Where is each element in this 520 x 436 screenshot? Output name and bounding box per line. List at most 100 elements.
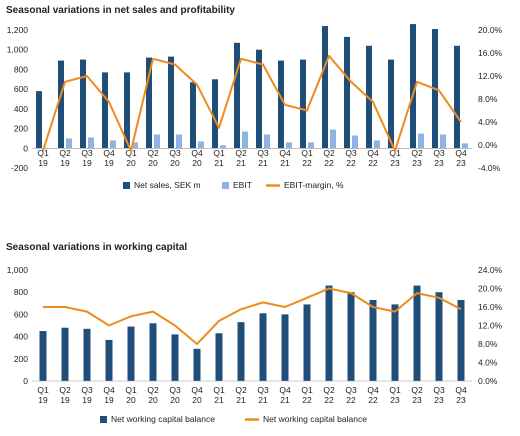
chart-2-x-tick-year: 20 xyxy=(148,395,158,405)
chart-1-bar-primary xyxy=(278,60,284,149)
chart-1-bar-primary xyxy=(344,36,350,149)
chart-2-x-tick-year: 20 xyxy=(126,395,136,405)
chart-1-line-series xyxy=(42,54,462,152)
chart-1-bar-primary xyxy=(322,26,328,149)
chart-1-bar-primary xyxy=(454,45,460,149)
chart-1-x-tick-year: 19 xyxy=(104,158,114,168)
chart-1-legend-label: EBIT xyxy=(233,180,252,190)
chart-2-bar-primary xyxy=(237,322,245,381)
chart-1-legend-label: EBIT-margin, % xyxy=(284,180,344,190)
chart-2-x-tick-year: 22 xyxy=(324,395,334,405)
chart-2-x-tick-year: 20 xyxy=(192,395,202,405)
chart-1-bar-primary xyxy=(234,42,240,149)
chart-1-x-tick-quarter: Q4 xyxy=(279,148,291,158)
chart-2-y-right-tick: 20.0% xyxy=(478,284,503,294)
chart-1-y-left-tick: 600 xyxy=(14,84,28,94)
chart-2-bar-primary xyxy=(61,327,69,381)
chart-1-bar-secondary xyxy=(88,137,94,149)
chart-2-x-tick-quarter: Q1 xyxy=(389,385,401,395)
chart-2-x-tick-quarter: Q3 xyxy=(81,385,93,395)
chart-1-bar-secondary xyxy=(374,140,380,149)
chart-1-y-right-tick: 8.0% xyxy=(478,94,498,104)
chart-1-bar-secondary xyxy=(110,140,116,149)
chart-2-bar-primary xyxy=(435,292,443,381)
chart-1-x-tick-year: 23 xyxy=(412,158,422,168)
chart-1-x-tick-quarter: Q3 xyxy=(257,148,269,158)
chart-2-y-left-tick: 800 xyxy=(14,287,28,297)
chart-1-x-tick-quarter: Q1 xyxy=(301,148,313,158)
chart-2-x-tick-quarter: Q2 xyxy=(147,385,159,395)
chart-2-x-tick-quarter: Q4 xyxy=(367,385,379,395)
chart-1-bar-secondary xyxy=(264,134,270,149)
chart-1-bar-primary xyxy=(300,59,306,149)
chart-2-bar-primary xyxy=(83,328,91,381)
chart-1-bar-secondary xyxy=(308,142,314,149)
chart-1-bar-primary xyxy=(168,56,174,149)
chart-2-x-tick-quarter: Q2 xyxy=(235,385,247,395)
chart-1-y-right-tick: -4.0% xyxy=(478,163,501,173)
chart-2-x-tick-quarter: Q2 xyxy=(323,385,335,395)
chart-1-legend-swatch-bar xyxy=(123,182,130,189)
chart-2-y-left-tick: 1,000 xyxy=(7,265,29,275)
chart-2-x-tick-quarter: Q3 xyxy=(433,385,445,395)
chart-2-y-right-tick: 0.0% xyxy=(478,376,498,386)
chart-1-x-tick-year: 19 xyxy=(38,158,48,168)
chart-1-x-tick-quarter: Q2 xyxy=(59,148,71,158)
chart-2-x-tick-quarter: Q4 xyxy=(191,385,203,395)
chart-2-bar-primary xyxy=(171,334,179,381)
chart-1-x-tick-quarter: Q4 xyxy=(191,148,203,158)
chart-2-x-tick-quarter: Q3 xyxy=(345,385,357,395)
chart-1-x-tick-quarter: Q3 xyxy=(433,148,445,158)
chart-2-bar-primary xyxy=(149,323,157,381)
chart-2-x-tick-year: 21 xyxy=(280,395,290,405)
chart-1-x-tick-quarter: Q4 xyxy=(455,148,467,158)
chart-1-title: Seasonal variations in net sales and pro… xyxy=(6,5,235,16)
chart-1-bar-secondary xyxy=(242,131,248,149)
chart-1-x-tick-year: 19 xyxy=(60,158,70,168)
chart-1-x-tick-year: 22 xyxy=(368,158,378,168)
chart-2-bar-primary xyxy=(413,285,421,381)
chart-2-x-tick-year: 21 xyxy=(258,395,268,405)
chart-2-x-tick-quarter: Q1 xyxy=(301,385,313,395)
chart-2-y-right-tick: 8.0% xyxy=(478,339,498,349)
chart-1-y-left-tick: 1,200 xyxy=(7,25,29,35)
chart-1-x-tick-quarter: Q2 xyxy=(411,148,423,158)
chart-1-bar-secondary xyxy=(440,134,446,149)
chart-2: 0 200 400 600 800 1,000 0.0% 4.0% 8.0% 12.0% 16.0%… xyxy=(7,265,503,424)
chart-2-x-tick-year: 22 xyxy=(368,395,378,405)
chart-1-y-left-tick: 1,000 xyxy=(7,45,29,55)
chart-1-x-tick-year: 22 xyxy=(302,158,312,168)
chart-2-x-tick-quarter: Q4 xyxy=(455,385,467,395)
chart-2-x-tick-quarter: Q4 xyxy=(279,385,291,395)
chart-1-x-tick-year: 21 xyxy=(236,158,246,168)
chart-2-x-tick-quarter: Q1 xyxy=(125,385,137,395)
chart-2-x-tick-year: 19 xyxy=(82,395,92,405)
chart-2-bar-primary xyxy=(281,314,289,381)
chart-1-bar-primary xyxy=(410,24,416,149)
chart-1-x-tick-year: 20 xyxy=(192,158,202,168)
chart-2-x-tick-year: 23 xyxy=(456,395,466,405)
chart-1-x-tick-year: 23 xyxy=(390,158,400,168)
chart-2-x-tick-year: 21 xyxy=(214,395,224,405)
chart-1-x-tick-year: 20 xyxy=(170,158,180,168)
chart-1-y-left-tick: 800 xyxy=(14,64,28,74)
chart-2-x-tick-quarter: Q4 xyxy=(103,385,115,395)
chart-2-x-tick-year: 22 xyxy=(302,395,312,405)
chart-2-title: Seasonal variations in working capital xyxy=(6,242,188,253)
chart-2-bar-primary xyxy=(215,333,223,381)
chart-1-x-tick-quarter: Q1 xyxy=(125,148,137,158)
chart-2-x-tick-year: 22 xyxy=(346,395,356,405)
chart-2-y-right-tick: 4.0% xyxy=(478,358,498,368)
chart-1-legend-swatch-bar xyxy=(222,182,229,189)
chart-1-bar-secondary xyxy=(330,129,336,149)
chart-1-x-tick-year: 21 xyxy=(280,158,290,168)
chart-1-x-tick-year: 22 xyxy=(324,158,334,168)
chart-1-y-left-tick: 200 xyxy=(14,124,28,134)
chart-1-x-tick-year: 20 xyxy=(126,158,136,168)
chart-1-y-right-tick: 0.0% xyxy=(478,140,498,150)
chart-1-bar-primary xyxy=(58,60,64,149)
chart-1-bar-primary xyxy=(36,91,42,149)
chart-2-line-series xyxy=(43,287,462,345)
chart-2-y-left-tick: 200 xyxy=(14,354,28,364)
chart-2-bar-primary xyxy=(259,313,267,381)
